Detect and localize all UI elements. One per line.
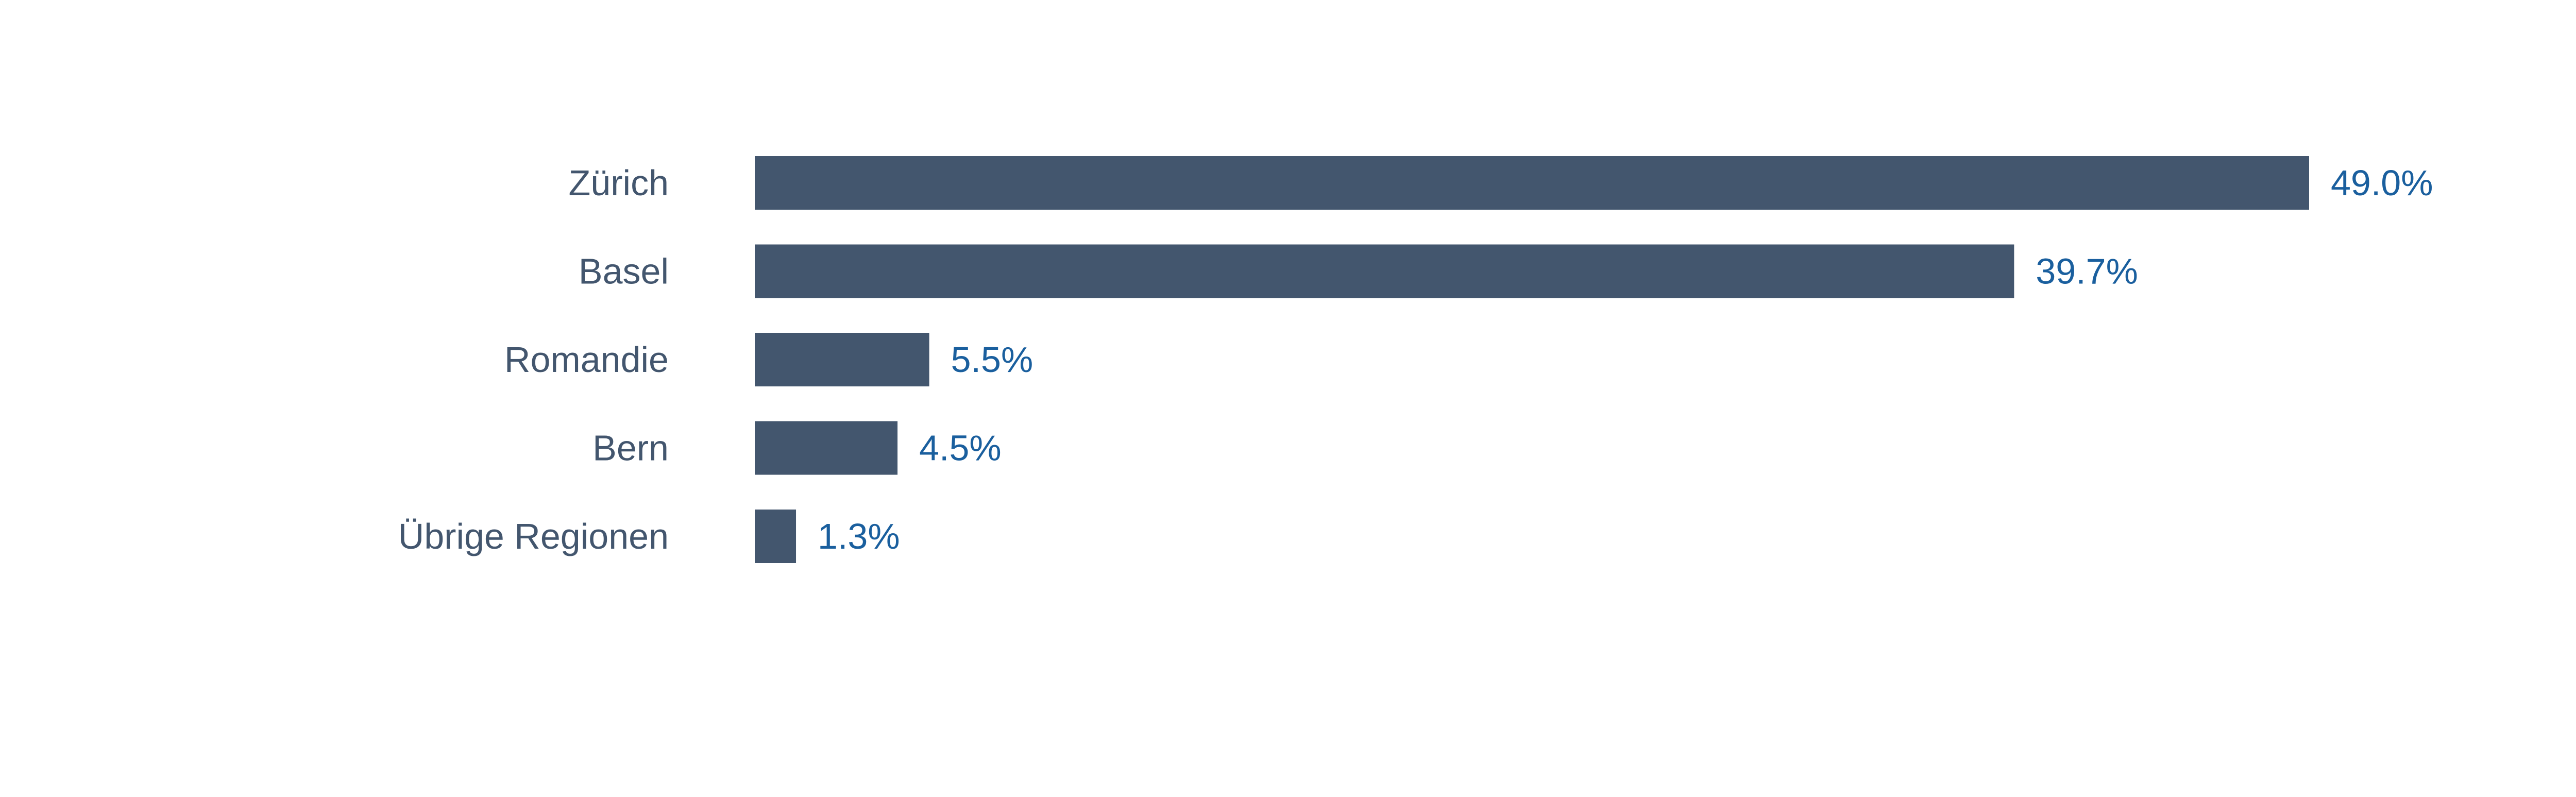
category-label-basel: Basel <box>579 251 669 292</box>
category-label-ubrige-regionen: Übrige Regionen <box>398 516 669 556</box>
bar-bern <box>755 421 898 475</box>
value-label-romandie: 5.5% <box>951 340 1033 380</box>
bar-ubrige-regionen <box>755 510 796 563</box>
category-labels-group: Zürich Basel Romandie Bern Übrige Regionen <box>398 163 669 556</box>
bars-group <box>755 156 2309 563</box>
category-label-zurich: Zürich <box>569 163 669 203</box>
value-label-bern: 4.5% <box>919 428 1002 468</box>
bar-basel <box>755 244 2014 298</box>
value-label-basel: 39.7% <box>2036 251 2138 292</box>
category-label-romandie: Romandie <box>504 340 669 380</box>
value-label-zurich: 49.0% <box>2331 163 2433 203</box>
value-labels-group: 49.0% 39.7% 5.5% 4.5% 1.3% <box>818 163 2433 556</box>
value-label-ubrige-regionen: 1.3% <box>818 516 900 556</box>
bar-romandie <box>755 333 929 386</box>
category-label-bern: Bern <box>592 428 669 468</box>
bar-zurich <box>755 156 2309 210</box>
